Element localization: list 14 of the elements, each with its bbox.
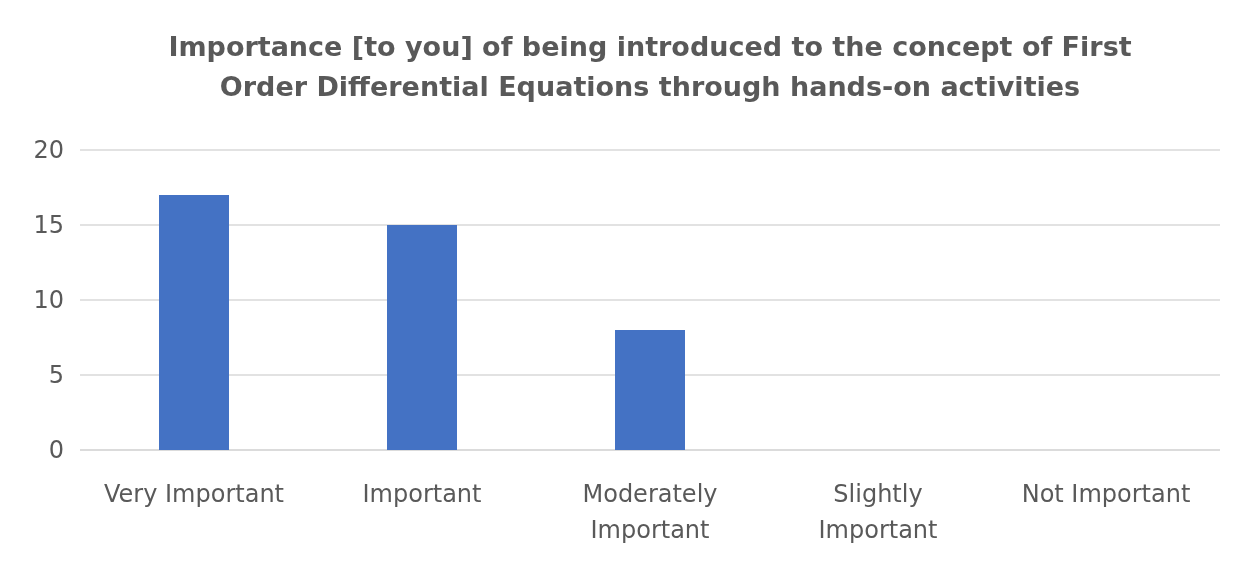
x-tick-label: Slightly Important	[818, 480, 938, 544]
y-tick-label: 10	[33, 286, 64, 315]
x-tick-label: Not Important	[1021, 480, 1191, 508]
x-tick-label: Moderately Important	[582, 480, 718, 544]
bar	[387, 225, 457, 450]
x-tick-label: Very Important	[104, 480, 284, 508]
y-tick-label: 20	[33, 136, 64, 165]
y-tick-label: 15	[33, 211, 64, 240]
x-tick-label: Important	[362, 480, 482, 508]
y-tick-label: 0	[48, 436, 64, 465]
y-tick-label: 5	[48, 361, 64, 390]
bar	[159, 195, 229, 450]
bar	[615, 330, 685, 450]
chart-title: Importance [to you] of being introduced to the concept of First Order Differential Equations through hands-on activities	[168, 31, 1132, 102]
